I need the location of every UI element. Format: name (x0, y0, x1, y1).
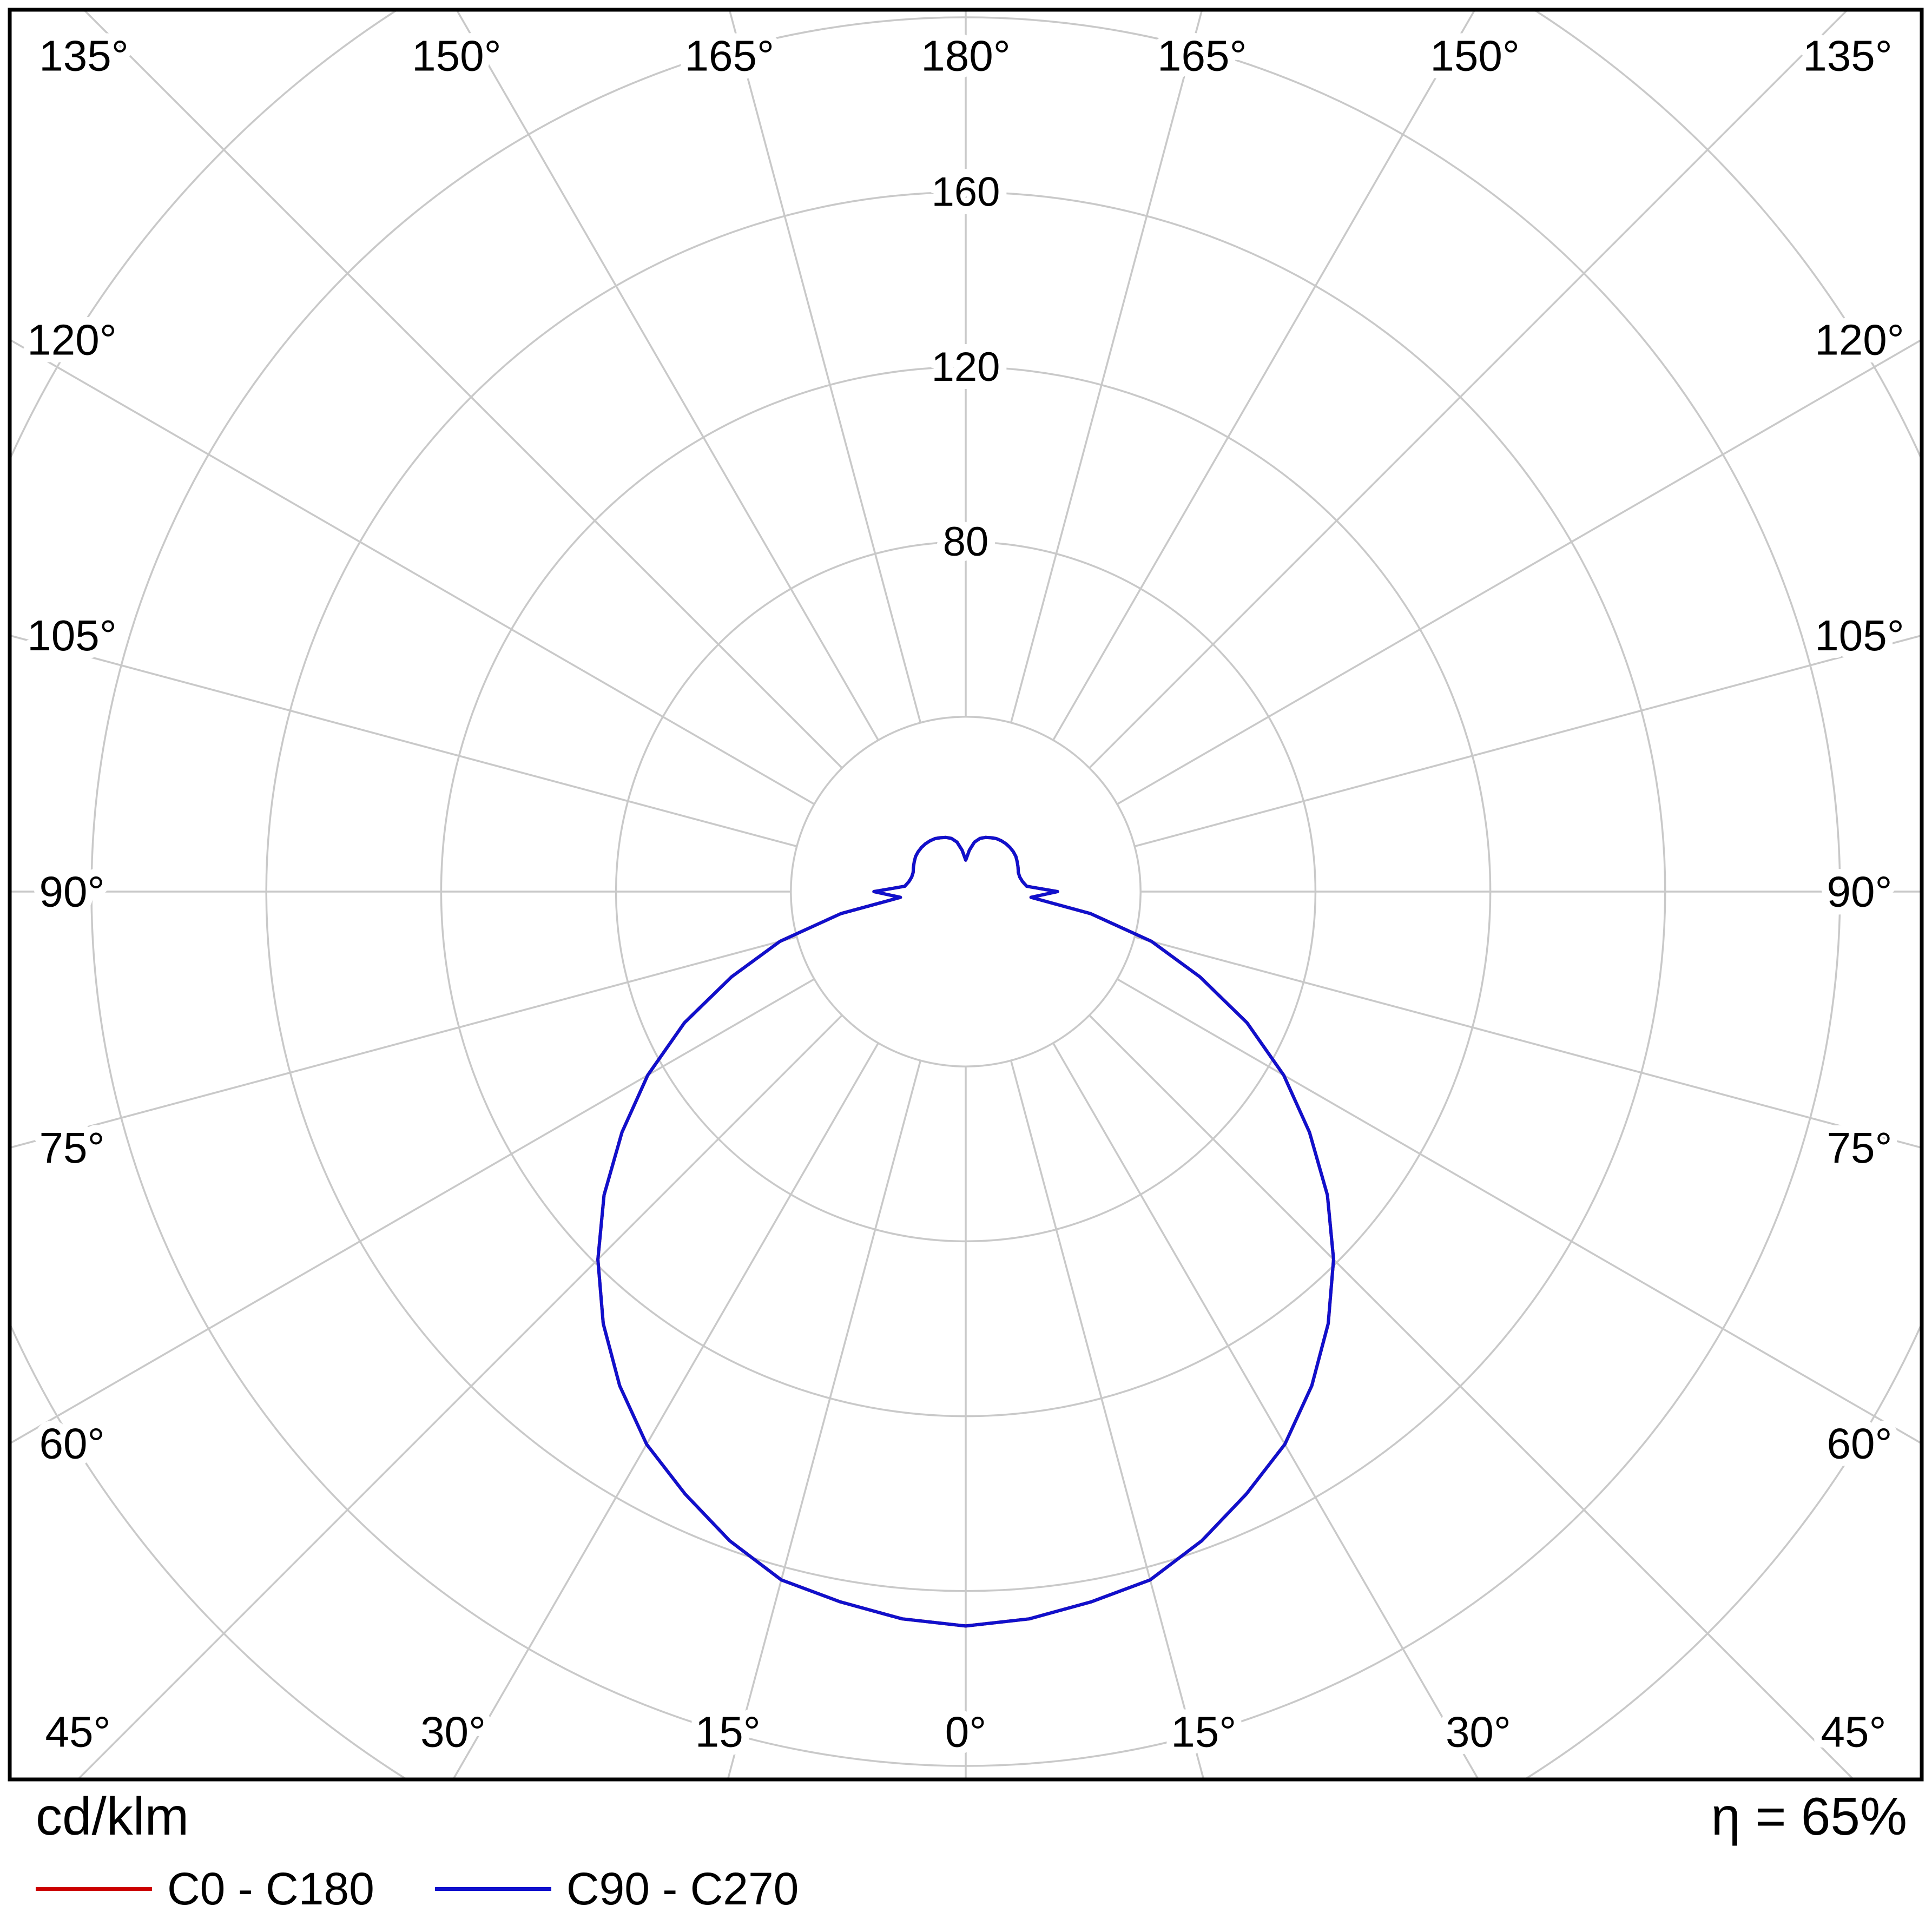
grid-spoke (10, 338, 815, 805)
angle-label: 135° (1803, 32, 1892, 80)
grid-spoke (1134, 935, 1922, 1149)
angle-label: 15° (1171, 1708, 1236, 1756)
efficiency-label: η = 65% (1711, 1786, 1907, 1846)
grid-spoke (1089, 10, 1849, 769)
angle-label: 150° (412, 32, 501, 80)
polar-chart: 80 120 160 0° 15° 15° 30° 30° 45° 45° 60° 60° 75° 75°… (8, 8, 1924, 1782)
grid-spoke (10, 935, 797, 1149)
angle-label: 165° (685, 32, 774, 80)
unit-label: cd/klm (36, 1786, 189, 1846)
angle-label: 165° (1157, 32, 1247, 80)
grid-ring (790, 716, 1142, 1067)
labels: 80 120 160 0° 15° 15° 30° 30° 45° 45° 60° 60° 75° 75°… (19, 24, 1911, 1764)
ring-value-label: 120 (932, 344, 1000, 390)
angle-label: 90° (1827, 868, 1893, 916)
grid-spoke (1117, 338, 1922, 805)
series-curves (596, 835, 1335, 1628)
polar-grid (10, 10, 1922, 1779)
grid-spoke (10, 634, 797, 848)
grid-spoke (82, 10, 843, 769)
angle-label: 120° (1815, 315, 1904, 364)
grid-spoke (452, 1043, 879, 1779)
grid-spoke (1134, 634, 1922, 848)
angle-label: 90° (39, 868, 105, 916)
legend-item-c90-c270: C90 - C270 (434, 1863, 799, 1915)
angle-label: 120° (27, 315, 116, 364)
angle-label: 105° (27, 611, 116, 660)
grid-spoke (1052, 10, 1476, 741)
angle-label: 30° (420, 1708, 486, 1756)
angle-label: 0° (945, 1708, 986, 1756)
legend-label-c90-c270: C90 - C270 (566, 1863, 799, 1914)
ring-value-label: 80 (943, 519, 989, 565)
angle-label: 135° (39, 32, 128, 80)
ring-value-label: 160 (932, 169, 1000, 215)
angle-label: 60° (39, 1420, 105, 1468)
grid-spoke (10, 978, 815, 1445)
angle-label: 45° (45, 1708, 111, 1756)
grid-spoke (1010, 10, 1203, 723)
angle-label: 60° (1827, 1420, 1893, 1468)
angle-label: 45° (1821, 1708, 1887, 1756)
legend-item-c0-c180: C0 - C180 (36, 1863, 374, 1915)
series-curve-c90-c270 (596, 835, 1335, 1628)
plot-border (8, 8, 1924, 1782)
grid-spoke (727, 1060, 922, 1779)
angle-label: 15° (695, 1708, 761, 1756)
angle-label: 30° (1446, 1708, 1511, 1756)
grid-spoke (1010, 1060, 1205, 1779)
angle-label: 180° (921, 32, 1010, 80)
grid-spoke (728, 10, 922, 723)
legend: C0 - C180 C90 - C270 (36, 1863, 1907, 1915)
footer-row: cd/klm η = 65% (36, 1789, 1907, 1844)
chart-footer: cd/klm η = 65% C0 - C180 C90 - C270 (36, 1789, 1907, 1915)
angle-label: 75° (39, 1124, 105, 1172)
grid-spoke (1052, 1043, 1480, 1779)
legend-swatch-c0-c180 (36, 1887, 152, 1891)
grid-spoke (455, 10, 879, 741)
grid-spoke (1089, 1014, 1855, 1779)
angle-label: 150° (1430, 32, 1519, 80)
angle-label: 105° (1815, 611, 1904, 660)
grid-spoke (1117, 978, 1922, 1445)
legend-swatch-c90-c270 (434, 1887, 551, 1891)
legend-label-c0-c180: C0 - C180 (167, 1863, 374, 1914)
angle-label: 75° (1827, 1124, 1893, 1172)
grid-spoke (76, 1014, 843, 1779)
